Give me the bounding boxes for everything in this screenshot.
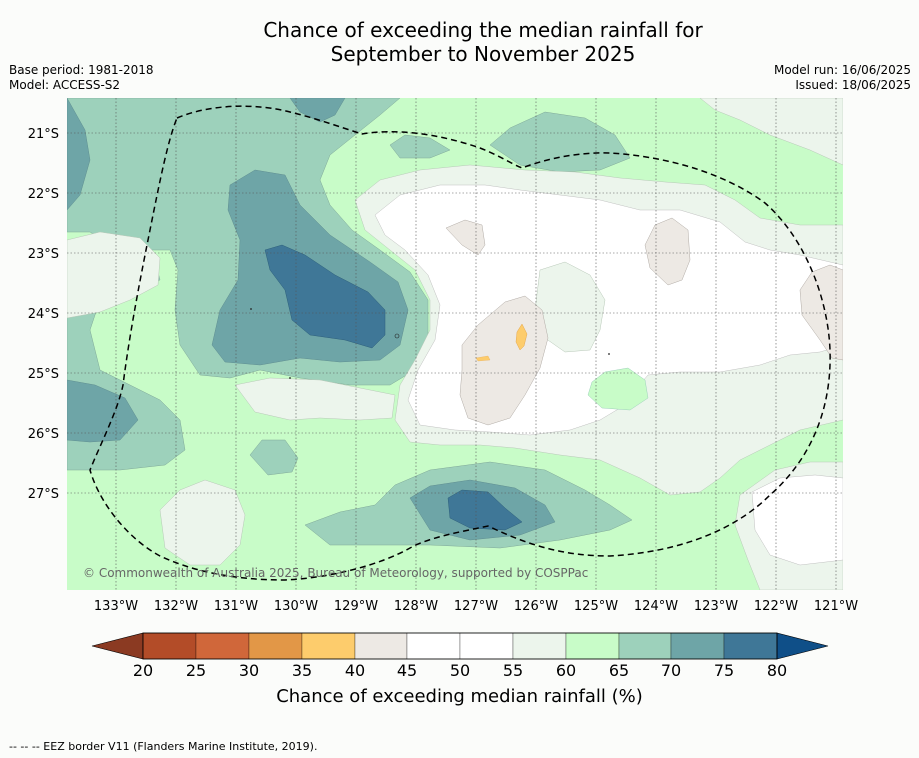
contour-speck-1 — [394, 333, 400, 339]
contour-speck-2 — [250, 308, 252, 310]
contour-55-60-northeast — [699, 98, 843, 166]
lon-label: 132°W — [154, 599, 198, 614]
lon-label: 131°W — [214, 599, 258, 614]
colorbar-segment — [723, 632, 778, 660]
contour-40-45-center — [459, 295, 549, 426]
lat-label: 22°S — [28, 187, 59, 202]
contour-70-75-northwest — [67, 98, 91, 211]
longitude-labels: 133°W 132°W 131°W 130°W 129°W 128°W 127°… — [94, 599, 858, 614]
colorbar: 20 25 30 35 40 45 50 55 60 65 70 75 80 — [91, 632, 829, 680]
map-plot-area: © Commonwealth of Australia 2025, Bureau… — [67, 98, 843, 590]
lon-label: 133°W — [94, 599, 138, 614]
contour-70-75-top — [289, 98, 346, 123]
lat-label: 26°S — [28, 427, 59, 442]
colorbar-segment — [670, 632, 725, 660]
colorbar-segment — [248, 632, 303, 660]
colorbar-segment — [301, 632, 356, 660]
colorbar-segment — [565, 632, 620, 660]
lon-label: 128°W — [394, 599, 438, 614]
title-line-2: September to November 2025 — [330, 42, 636, 66]
contour-65-70-north-central — [489, 111, 631, 173]
colorbar-tick: 65 — [609, 661, 629, 680]
meta-right: Model run: 16/06/2025 Issued: 18/06/2025 — [774, 63, 911, 93]
colorbar-segment — [618, 632, 672, 660]
contour-speck-3 — [608, 353, 610, 355]
lat-label: 21°S — [28, 127, 59, 142]
lon-label: 124°W — [634, 599, 678, 614]
colorbar-tick: 45 — [397, 661, 417, 680]
colorbar-segment — [142, 632, 197, 660]
model-name: Model: ACCESS-S2 — [9, 78, 121, 92]
title-line-1: Chance of exceeding the median rainfall … — [263, 18, 703, 42]
contour-40-45-far-east — [799, 264, 843, 361]
gridlines — [67, 98, 843, 590]
colorbar-low-extension — [91, 632, 144, 660]
copyright-notice: © Commonwealth of Australia 2025, Bureau… — [83, 566, 588, 580]
lon-label: 130°W — [274, 599, 318, 614]
contour-55-60-west — [67, 231, 161, 319]
colorbar-outline — [142, 632, 778, 660]
colorbar-tick: 75 — [714, 661, 734, 680]
colorbar-segment — [406, 632, 461, 660]
contour-40-45-north — [445, 219, 486, 256]
colorbar-high-extension — [776, 632, 829, 660]
eez-border — [89, 105, 831, 581]
contour-55-60-southwest — [159, 479, 246, 566]
colorbar-ticks: 20 25 30 35 40 45 50 55 60 65 70 75 80 — [133, 661, 787, 680]
colorbar-tick: 70 — [661, 661, 681, 680]
map-title: Chance of exceeding the median rainfall … — [0, 18, 919, 66]
contour-35-40-spot — [515, 323, 528, 351]
lon-label: 121°W — [814, 599, 858, 614]
lat-label: 27°S — [28, 487, 59, 502]
colorbar-tick: 80 — [767, 661, 787, 680]
colorbar-tick: 25 — [186, 661, 206, 680]
colorbar-tick: 40 — [345, 661, 365, 680]
colorbar-tick: 50 — [450, 661, 470, 680]
base-period: Base period: 1981-2018 — [9, 63, 154, 77]
contour-65-70-small-north — [389, 134, 451, 159]
lon-label: 126°W — [514, 599, 558, 614]
contour-speck-4 — [289, 377, 291, 379]
lon-label: 125°W — [574, 599, 618, 614]
contour-45-55-southeast — [751, 474, 843, 566]
lat-label: 23°S — [28, 247, 59, 262]
contour-75-80-south — [447, 489, 523, 531]
lat-label: 25°S — [28, 367, 59, 382]
colorbar-tick: 20 — [133, 661, 153, 680]
colorbar-tick: 55 — [503, 661, 523, 680]
colorbar-tick: 60 — [556, 661, 576, 680]
contour-60-65-inner — [587, 367, 649, 411]
contour-55-60-central-south — [234, 377, 396, 421]
lat-label: 24°S — [28, 307, 59, 322]
colorbar-segment — [459, 632, 514, 660]
lon-label: 129°W — [334, 599, 378, 614]
lon-label: 127°W — [454, 599, 498, 614]
meta-left: Base period: 1981-2018 Model: ACCESS-S2 — [9, 63, 154, 93]
contour-35-40-sliver — [475, 355, 491, 362]
model-run: Model run: 16/06/2025 — [773, 63, 911, 77]
colorbar-segment — [512, 632, 567, 660]
contour-70-75-west-edge — [67, 379, 139, 443]
issued-date: Issued: 18/06/2025 — [795, 78, 911, 92]
colorbar-segment — [195, 632, 250, 660]
colorbar-tick: 35 — [292, 661, 312, 680]
colorbar-tick: 30 — [239, 661, 259, 680]
eez-footnote: -- -- -- EEZ border V11 (Flanders Marine… — [9, 740, 318, 753]
colorbar-label: Chance of exceeding median rainfall (%) — [276, 686, 643, 707]
colorbar-segment — [354, 632, 408, 660]
lon-label: 122°W — [754, 599, 798, 614]
latitude-labels: 21°S 22°S 23°S 24°S 25°S 26°S 27°S — [28, 127, 59, 502]
lon-label: 123°W — [694, 599, 738, 614]
contour-75-80-central — [264, 244, 386, 349]
contour-65-70-south-blob — [249, 439, 299, 476]
